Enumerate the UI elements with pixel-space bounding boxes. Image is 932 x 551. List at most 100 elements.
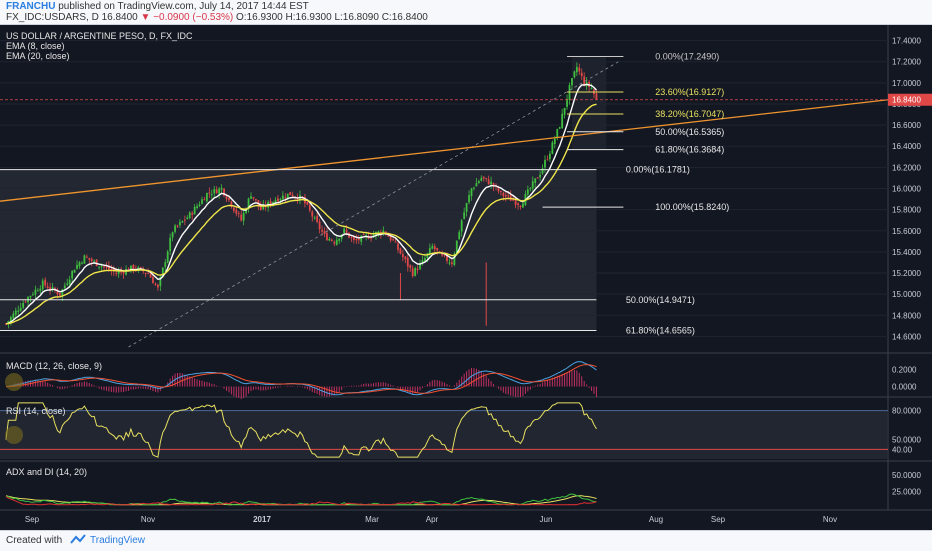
candle-body: [487, 179, 490, 185]
candle-body: [323, 230, 326, 234]
candle-body: [460, 220, 463, 232]
candle-body: [157, 284, 159, 288]
candle-body: [568, 85, 571, 101]
candle-body: [10, 317, 12, 322]
candle-body: [446, 255, 448, 262]
candle-body: [350, 237, 353, 239]
candle-body: [61, 289, 64, 296]
candle-body: [453, 253, 456, 265]
candle-body: [514, 200, 517, 205]
candle-body: [558, 127, 561, 129]
candle-body: [539, 174, 541, 178]
macd-pane-title: MACD (12, 26, close, 9): [6, 361, 102, 371]
candle-body: [5, 323, 7, 325]
candle-body: [203, 199, 206, 201]
time-tick-label: Aug: [649, 515, 663, 524]
candle-body: [139, 267, 142, 269]
candle-body: [232, 207, 235, 211]
candle-body: [213, 188, 216, 194]
candle-body: [108, 265, 110, 270]
price-tick-label: 14.6000: [892, 332, 921, 341]
created-with-label: Created with: [6, 535, 63, 546]
candle-body: [431, 245, 434, 249]
candle-body: [164, 262, 167, 267]
candle-body: [122, 271, 125, 274]
price-tick-label: 14.8000: [892, 311, 921, 320]
candle-body: [485, 178, 488, 180]
candle-body: [242, 212, 245, 221]
candle-body: [71, 271, 74, 279]
fib-level-label: 50.00%(14.9471): [626, 295, 695, 305]
candle-body: [22, 302, 25, 308]
candle-body: [578, 67, 581, 72]
candle-body: [281, 195, 284, 200]
candle-body: [149, 274, 152, 278]
candle-body: [360, 235, 363, 242]
candle-body: [526, 189, 529, 195]
candle-body: [397, 243, 399, 250]
candle-body: [272, 201, 274, 205]
author-link[interactable]: FRANCHU: [6, 1, 56, 12]
candle-body: [95, 259, 98, 267]
candle-body: [362, 234, 365, 236]
ema8-label: EMA (8, close): [6, 41, 65, 51]
macd-tick-label: 0.2000: [892, 366, 917, 375]
candle-body: [477, 181, 480, 183]
fib-level-label: 38.20%(16.7047): [655, 109, 724, 119]
candle-body: [237, 212, 240, 214]
candle-body: [394, 241, 397, 243]
candle-body: [522, 203, 524, 208]
candle-body: [544, 160, 546, 168]
candle-body: [370, 237, 372, 239]
candle-body: [289, 192, 292, 196]
candle-body: [595, 93, 598, 100]
candle-body: [541, 168, 544, 174]
candle-body: [51, 286, 54, 289]
candle-body: [549, 153, 551, 160]
di-plus-line: [5, 493, 597, 506]
tradingview-logo-icon: [70, 534, 86, 544]
candle-body: [328, 238, 331, 241]
candle-body: [36, 290, 39, 292]
candle-body: [583, 76, 586, 86]
candle-body: [279, 198, 282, 200]
adx-tick-label: 25.0000: [892, 487, 921, 496]
candle-body: [338, 238, 341, 241]
candle-body: [441, 253, 443, 256]
candle-body: [210, 194, 213, 196]
candle-body: [103, 266, 105, 268]
candle-body: [245, 209, 247, 213]
candle-body: [504, 195, 507, 197]
candle-body: [130, 265, 132, 272]
rsi-pane-title: RSI (14, close): [6, 406, 66, 416]
candle-body: [517, 203, 519, 206]
candle-body: [191, 212, 194, 215]
candle-body: [563, 107, 566, 115]
fib-level-label: 61.80%(14.6565): [626, 325, 695, 335]
symbol-label: FX_IDC:USDARS, D: [6, 12, 99, 23]
candle-body: [448, 262, 451, 264]
candle-body: [343, 228, 345, 234]
candle-body: [29, 295, 32, 298]
candle-body: [223, 188, 225, 196]
range-box: [0, 169, 597, 331]
candle-body: [590, 88, 593, 90]
candle-body: [512, 199, 515, 201]
candle-body: [326, 233, 328, 241]
price-pane-title: US DOLLAR / ARGENTINE PESO, D, FX_IDC: [6, 31, 193, 41]
chart-canvas[interactable]: 0.00%(17.2490) 23.60%(16.9127) 38.20%(16.7…: [0, 25, 932, 530]
publish-line: FRANCHU published on TradingView.com, Ju…: [6, 1, 309, 12]
candle-body: [534, 178, 537, 183]
candle-body: [161, 267, 164, 278]
candle-body: [59, 293, 61, 296]
di-minus-line: [5, 496, 597, 506]
candle-body: [465, 203, 468, 212]
candle-body: [529, 188, 532, 190]
tradingview-link[interactable]: TradingView: [90, 535, 146, 546]
candle-body: [575, 66, 578, 73]
candle-body: [188, 212, 191, 218]
candle-body: [255, 198, 257, 201]
ema20-label: EMA (20, close): [6, 51, 70, 61]
candle-body: [355, 239, 358, 241]
candle-body: [399, 248, 402, 254]
